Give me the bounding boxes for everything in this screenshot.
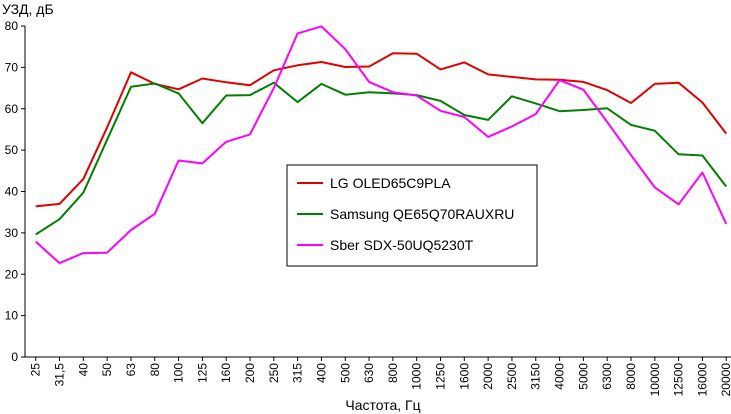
y-tick-label: 50 <box>5 143 19 157</box>
x-tick-label: 4000 <box>553 363 567 390</box>
series-line-2 <box>35 25 728 265</box>
y-tick-label: 70 <box>5 60 19 74</box>
legend-label-samsung: Samsung QE65Q70RAUXRU <box>330 206 514 222</box>
legend-label-sber: Sber SDX-50UQ5230T <box>330 237 474 253</box>
legend: LG OLED65C9PLA Samsung QE65Q70RAUXRU Sbe… <box>286 164 538 267</box>
series-lines <box>35 25 728 265</box>
x-tick-label: 16000 <box>695 363 709 397</box>
x-tick-label: 31,5 <box>53 363 67 387</box>
x-tick-label: 25 <box>29 363 43 377</box>
x-tick-label: 400 <box>314 363 328 383</box>
x-tick-label: 6300 <box>600 363 614 390</box>
y-tick-label: 20 <box>5 267 19 281</box>
x-tick-label: 315 <box>291 363 305 383</box>
x-tick-label: 800 <box>386 363 400 383</box>
x-tick-label: 12500 <box>672 363 686 397</box>
x-axis-title: Частота, Гц <box>345 397 420 413</box>
legend-label-lg: LG OLED65C9PLA <box>330 175 451 191</box>
x-tick-label: 1600 <box>457 363 471 390</box>
x-tick-label: 200 <box>243 363 257 383</box>
x-tick-label: 500 <box>338 363 352 383</box>
x-tick-label: 5000 <box>576 363 590 390</box>
x-tick-label: 10000 <box>648 363 662 397</box>
x-tick-label: 8000 <box>624 363 638 390</box>
y-tick-label: 40 <box>5 185 19 199</box>
y-tick-label: 10 <box>5 309 19 323</box>
x-tick-label: 2500 <box>505 363 519 390</box>
x-tick-label: 1250 <box>434 363 448 390</box>
x-tick-label: 250 <box>267 363 281 383</box>
x-tick-label: 20000 <box>719 363 731 397</box>
legend-box <box>286 164 538 267</box>
x-tick-label: 2000 <box>481 363 495 390</box>
x-axis-ticks: 25 31,5 40 50 63 80 100 125 160 200 250 315 400 500 63… <box>29 357 731 396</box>
x-tick-label: 630 <box>362 363 376 383</box>
x-tick-label: 80 <box>148 363 162 377</box>
x-tick-label: 1000 <box>410 363 424 390</box>
y-tick-label: 80 <box>5 19 19 33</box>
x-tick-label: 125 <box>195 363 209 383</box>
x-tick-label: 160 <box>219 363 233 383</box>
y-axis-ticks: 0 10 20 30 40 50 60 70 80 <box>5 19 25 364</box>
y-tick-label: 30 <box>5 226 19 240</box>
x-tick-label: 63 <box>124 363 138 377</box>
x-tick-label: 3150 <box>529 363 543 390</box>
series-line-0 <box>35 52 727 208</box>
x-tick-label: 50 <box>100 363 114 377</box>
series-line-1 <box>35 81 727 236</box>
y-tick-label: 0 <box>11 350 18 364</box>
y-axis-title: УЗД, дБ <box>2 1 54 17</box>
y-tick-label: 60 <box>5 102 19 116</box>
x-tick-label: 40 <box>76 363 90 377</box>
x-tick-label: 100 <box>172 363 186 383</box>
